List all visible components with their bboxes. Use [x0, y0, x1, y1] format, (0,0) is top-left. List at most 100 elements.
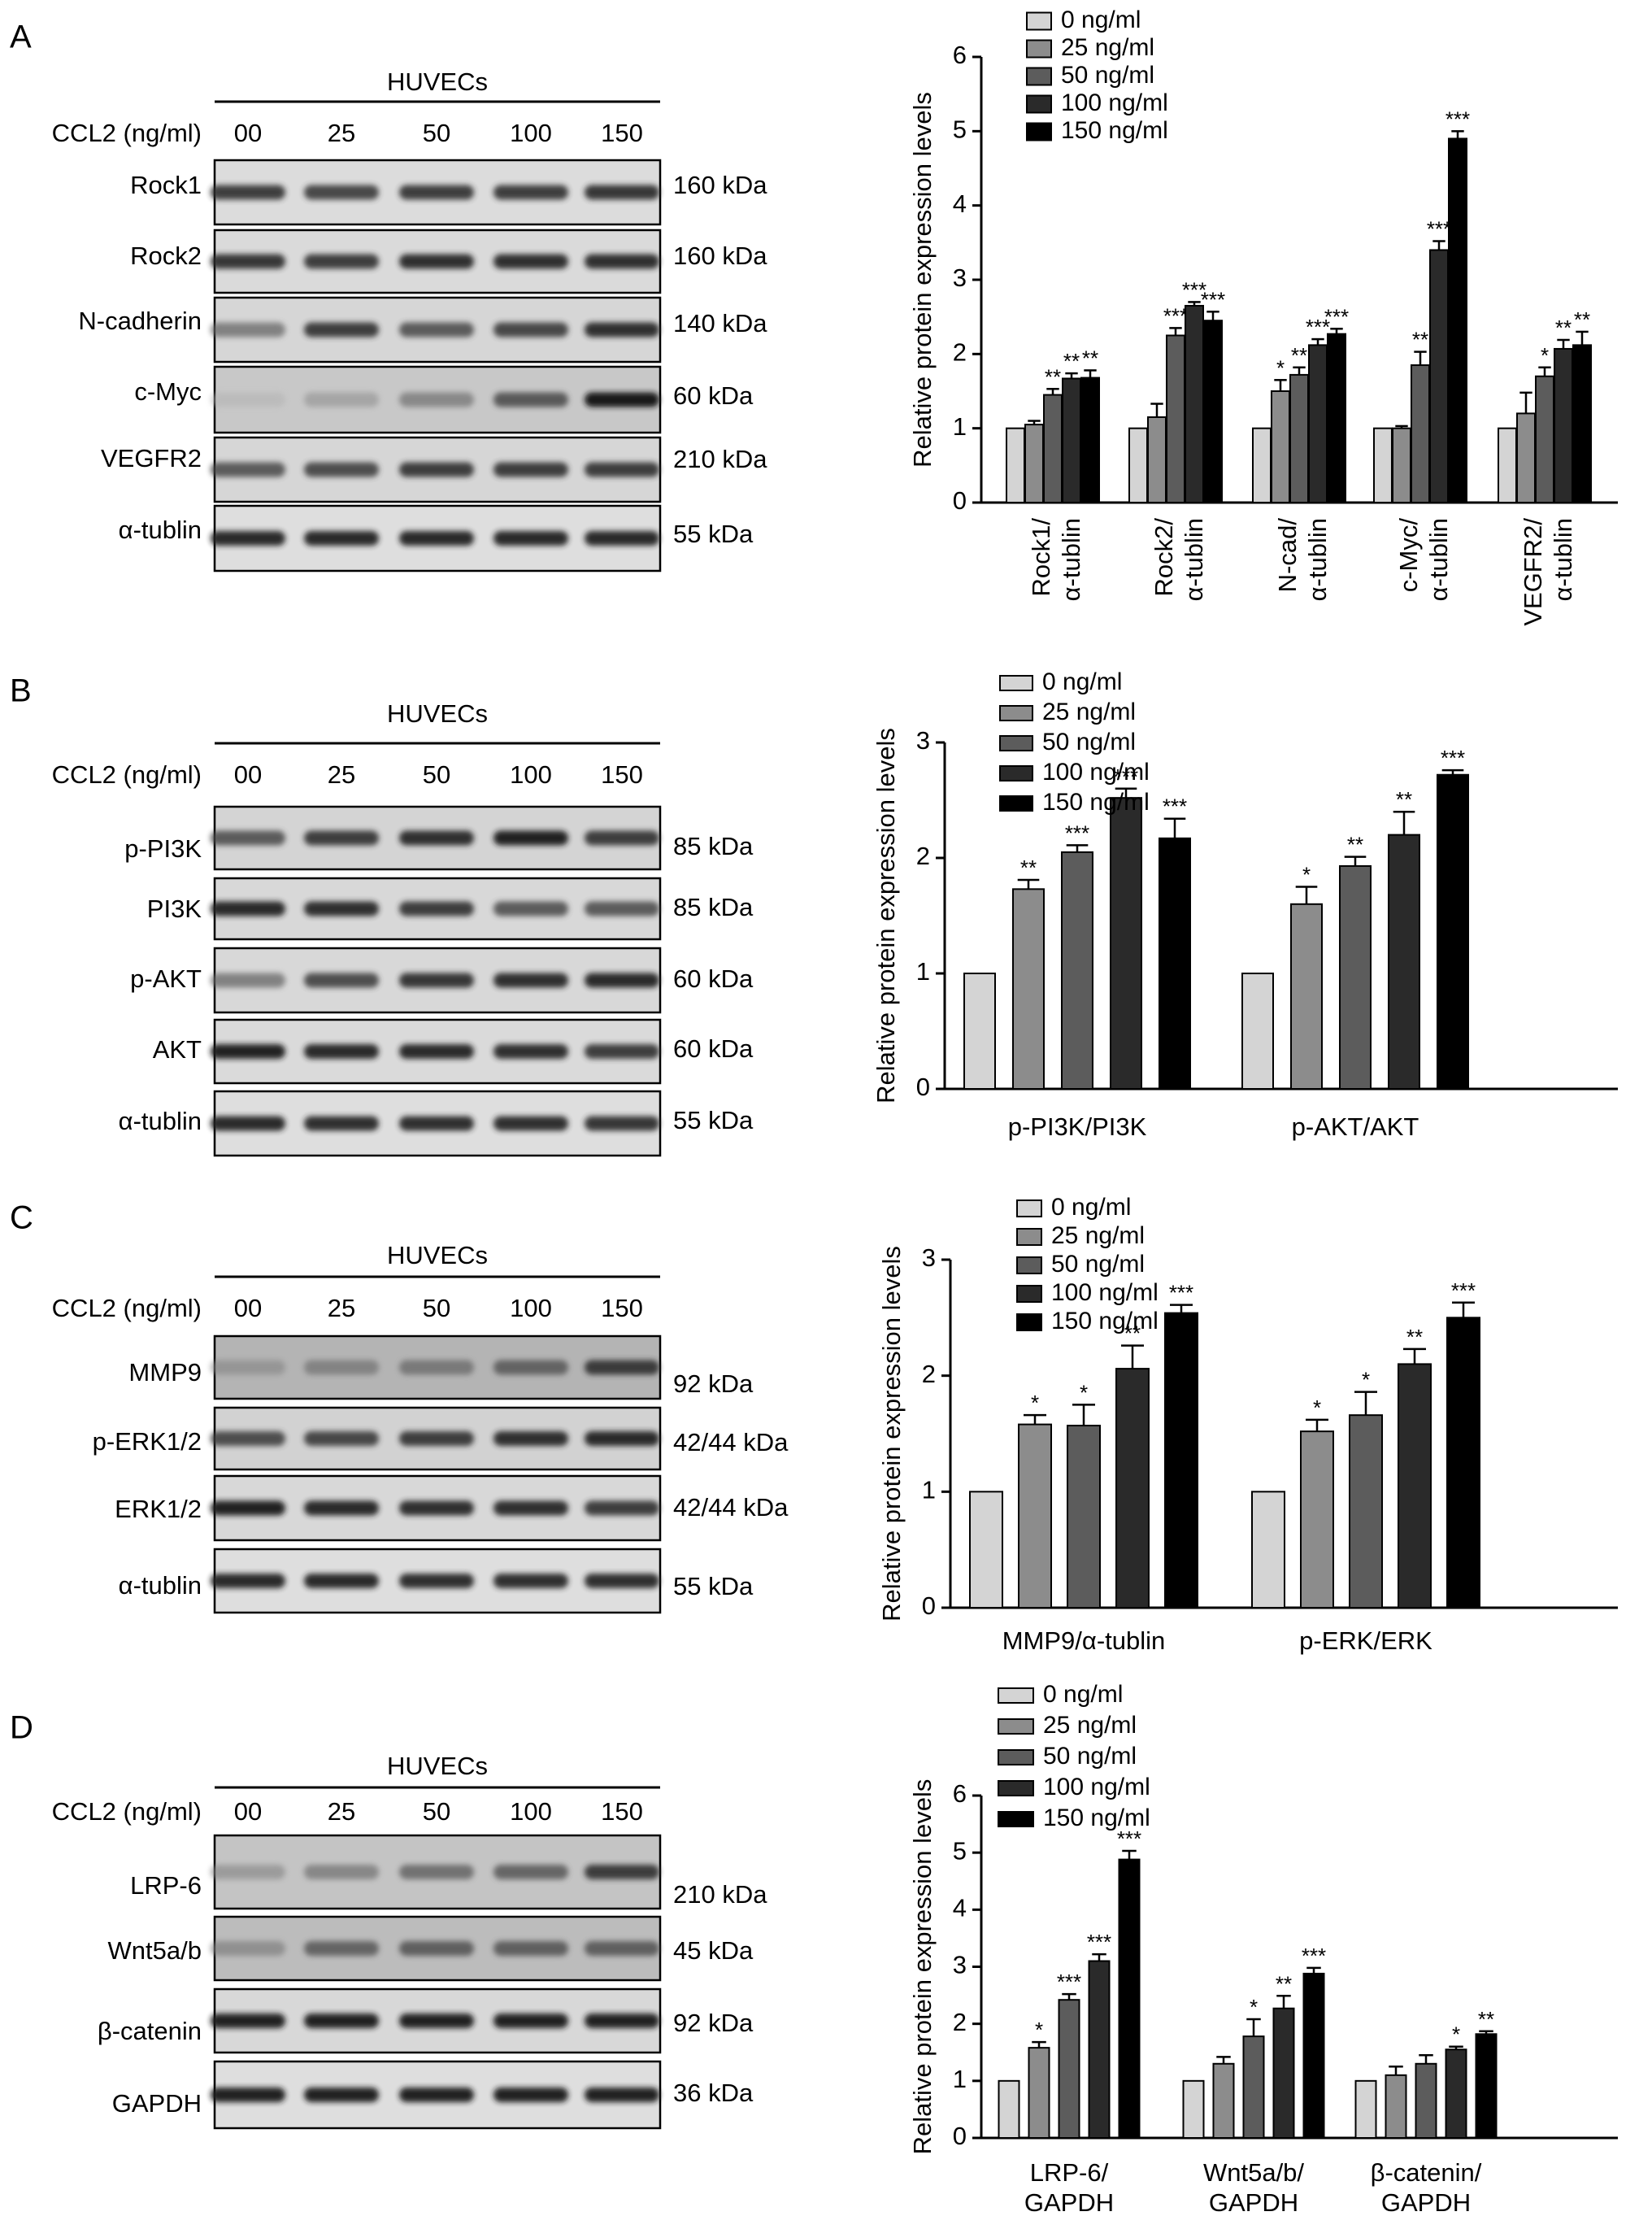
- significance-mark: **: [1406, 1325, 1423, 1349]
- bar: [1061, 851, 1093, 1091]
- legend-label: 100 ng/ml: [1061, 89, 1168, 116]
- bar: [1058, 1999, 1080, 2140]
- protein-band: [304, 1116, 379, 1131]
- y-tick-label: 1: [916, 957, 930, 986]
- y-tick-label: 3: [953, 263, 967, 292]
- y-tick-label: 3: [953, 1951, 967, 1979]
- molecular-weight-label: 210 kDa: [673, 445, 767, 473]
- panel-b-blot: B HUVECs CCL2 (ng/ml) 00 25 50 100 150 p-PI3K 85 …: [10, 673, 754, 1157]
- protein-band: [399, 1360, 474, 1375]
- protein-band: [399, 531, 474, 546]
- bar: [1516, 412, 1536, 503]
- molecular-weight-label: 60 kDa: [673, 1034, 754, 1063]
- bar: [1182, 2079, 1205, 2139]
- protein-band: [304, 322, 379, 337]
- protein-label: α-tublin: [119, 516, 202, 544]
- bar: [1572, 344, 1592, 503]
- protein-band: [399, 1500, 474, 1516]
- bar: [1339, 864, 1372, 1090]
- legend-swatch: [999, 705, 1033, 721]
- significance-mark: ***: [1324, 304, 1349, 329]
- panel-c-blot: C HUVECs CCL2 (ng/ml) 00 25 50 100 150 MMP9 92 kD…: [10, 1200, 789, 1614]
- category-label: LRP-6/: [1030, 2158, 1109, 2187]
- lane-label: 25: [328, 1294, 355, 1322]
- protein-band: [585, 1044, 659, 1059]
- bar: [1535, 375, 1554, 503]
- protein-band: [493, 1431, 568, 1446]
- significance-mark: ***: [1306, 315, 1330, 339]
- protein-band: [585, 254, 659, 269]
- lane-label: 150: [601, 119, 643, 147]
- blot-row: VEGFR2 210 kDa: [101, 436, 767, 503]
- significance-mark: ***: [1182, 277, 1206, 302]
- legend-label: 25 ng/ml: [1042, 699, 1136, 725]
- bar: [1115, 1368, 1150, 1609]
- protein-band: [304, 531, 379, 546]
- legend-swatch: [1016, 1256, 1042, 1274]
- legend-label: 150 ng/ml: [1042, 789, 1150, 816]
- protein-band: [399, 1044, 474, 1059]
- protein-band: [493, 901, 568, 916]
- significance-mark: ***: [1451, 1278, 1476, 1303]
- y-tick-label: 0: [922, 1591, 936, 1620]
- bar: [1271, 390, 1290, 503]
- legend-swatch: [999, 675, 1033, 691]
- protein-band: [304, 1500, 379, 1516]
- protein-band: [585, 185, 659, 200]
- legend-label: 150 ng/ml: [1043, 1805, 1150, 1831]
- ccl2-dose-label: CCL2 (ng/ml): [52, 1294, 202, 1322]
- protein-band: [304, 2088, 379, 2102]
- bar: [1006, 427, 1025, 504]
- significance-mark: *: [1031, 1391, 1039, 1415]
- bar: [1415, 2062, 1437, 2140]
- protein-label: p-ERK1/2: [93, 1427, 202, 1456]
- panel-d-blot: D HUVECs CCL2 (ng/ml) 00 25 50 100 150 LRP-6 210 …: [10, 1710, 767, 2130]
- category-label: p-ERK/ERK: [1299, 1626, 1432, 1655]
- protein-band: [585, 1431, 659, 1446]
- significance-mark: *: [1541, 343, 1549, 368]
- protein-band: [585, 1574, 659, 1588]
- significance-mark: **: [1396, 787, 1412, 812]
- protein-band: [493, 2088, 568, 2102]
- protein-band: [211, 322, 285, 337]
- bar: [1327, 333, 1346, 503]
- legend-label: 25 ng/ml: [1061, 34, 1154, 61]
- protein-band: [585, 973, 659, 988]
- bar: [1398, 1363, 1432, 1609]
- legend-swatch: [998, 1718, 1034, 1735]
- molecular-weight-label: 85 kDa: [673, 893, 754, 921]
- category-label: α-tublin: [1549, 518, 1577, 601]
- significance-mark: **: [1020, 855, 1037, 880]
- y-tick-label: 2: [953, 338, 967, 367]
- category-label: N-cad/: [1273, 518, 1302, 593]
- legend-label: 50 ng/ml: [1043, 1743, 1137, 1770]
- bar: [1289, 373, 1309, 504]
- bar: [1385, 2074, 1407, 2139]
- lane-label: 100: [510, 760, 552, 789]
- molecular-weight-label: 60 kDa: [673, 964, 754, 993]
- lane-label: 150: [601, 760, 643, 789]
- significance-mark: ***: [1114, 764, 1138, 789]
- bar: [1445, 2048, 1467, 2140]
- legend-swatch: [999, 795, 1033, 812]
- category-label: Rock2/: [1150, 518, 1178, 597]
- significance-mark: **: [1347, 833, 1363, 857]
- lane-label: 00: [234, 760, 262, 789]
- protein-band: [493, 531, 568, 546]
- bar: [1241, 973, 1274, 1090]
- category-label: Wnt5a/b/: [1203, 2158, 1304, 2187]
- protein-band: [304, 1941, 379, 1956]
- significance-mark: *: [1035, 2018, 1043, 2042]
- bar: [1067, 1425, 1101, 1609]
- bar: [1012, 888, 1045, 1090]
- molecular-weight-label: 92 kDa: [673, 1369, 754, 1398]
- legend-swatch: [998, 1780, 1034, 1796]
- bar: [1080, 377, 1100, 503]
- legend-swatch: [1026, 39, 1052, 59]
- bar: [998, 2079, 1020, 2139]
- molecular-weight-label: 160 kDa: [673, 242, 767, 270]
- protein-band: [399, 1865, 474, 1879]
- bar: [1290, 903, 1323, 1091]
- bar: [1302, 1972, 1325, 2139]
